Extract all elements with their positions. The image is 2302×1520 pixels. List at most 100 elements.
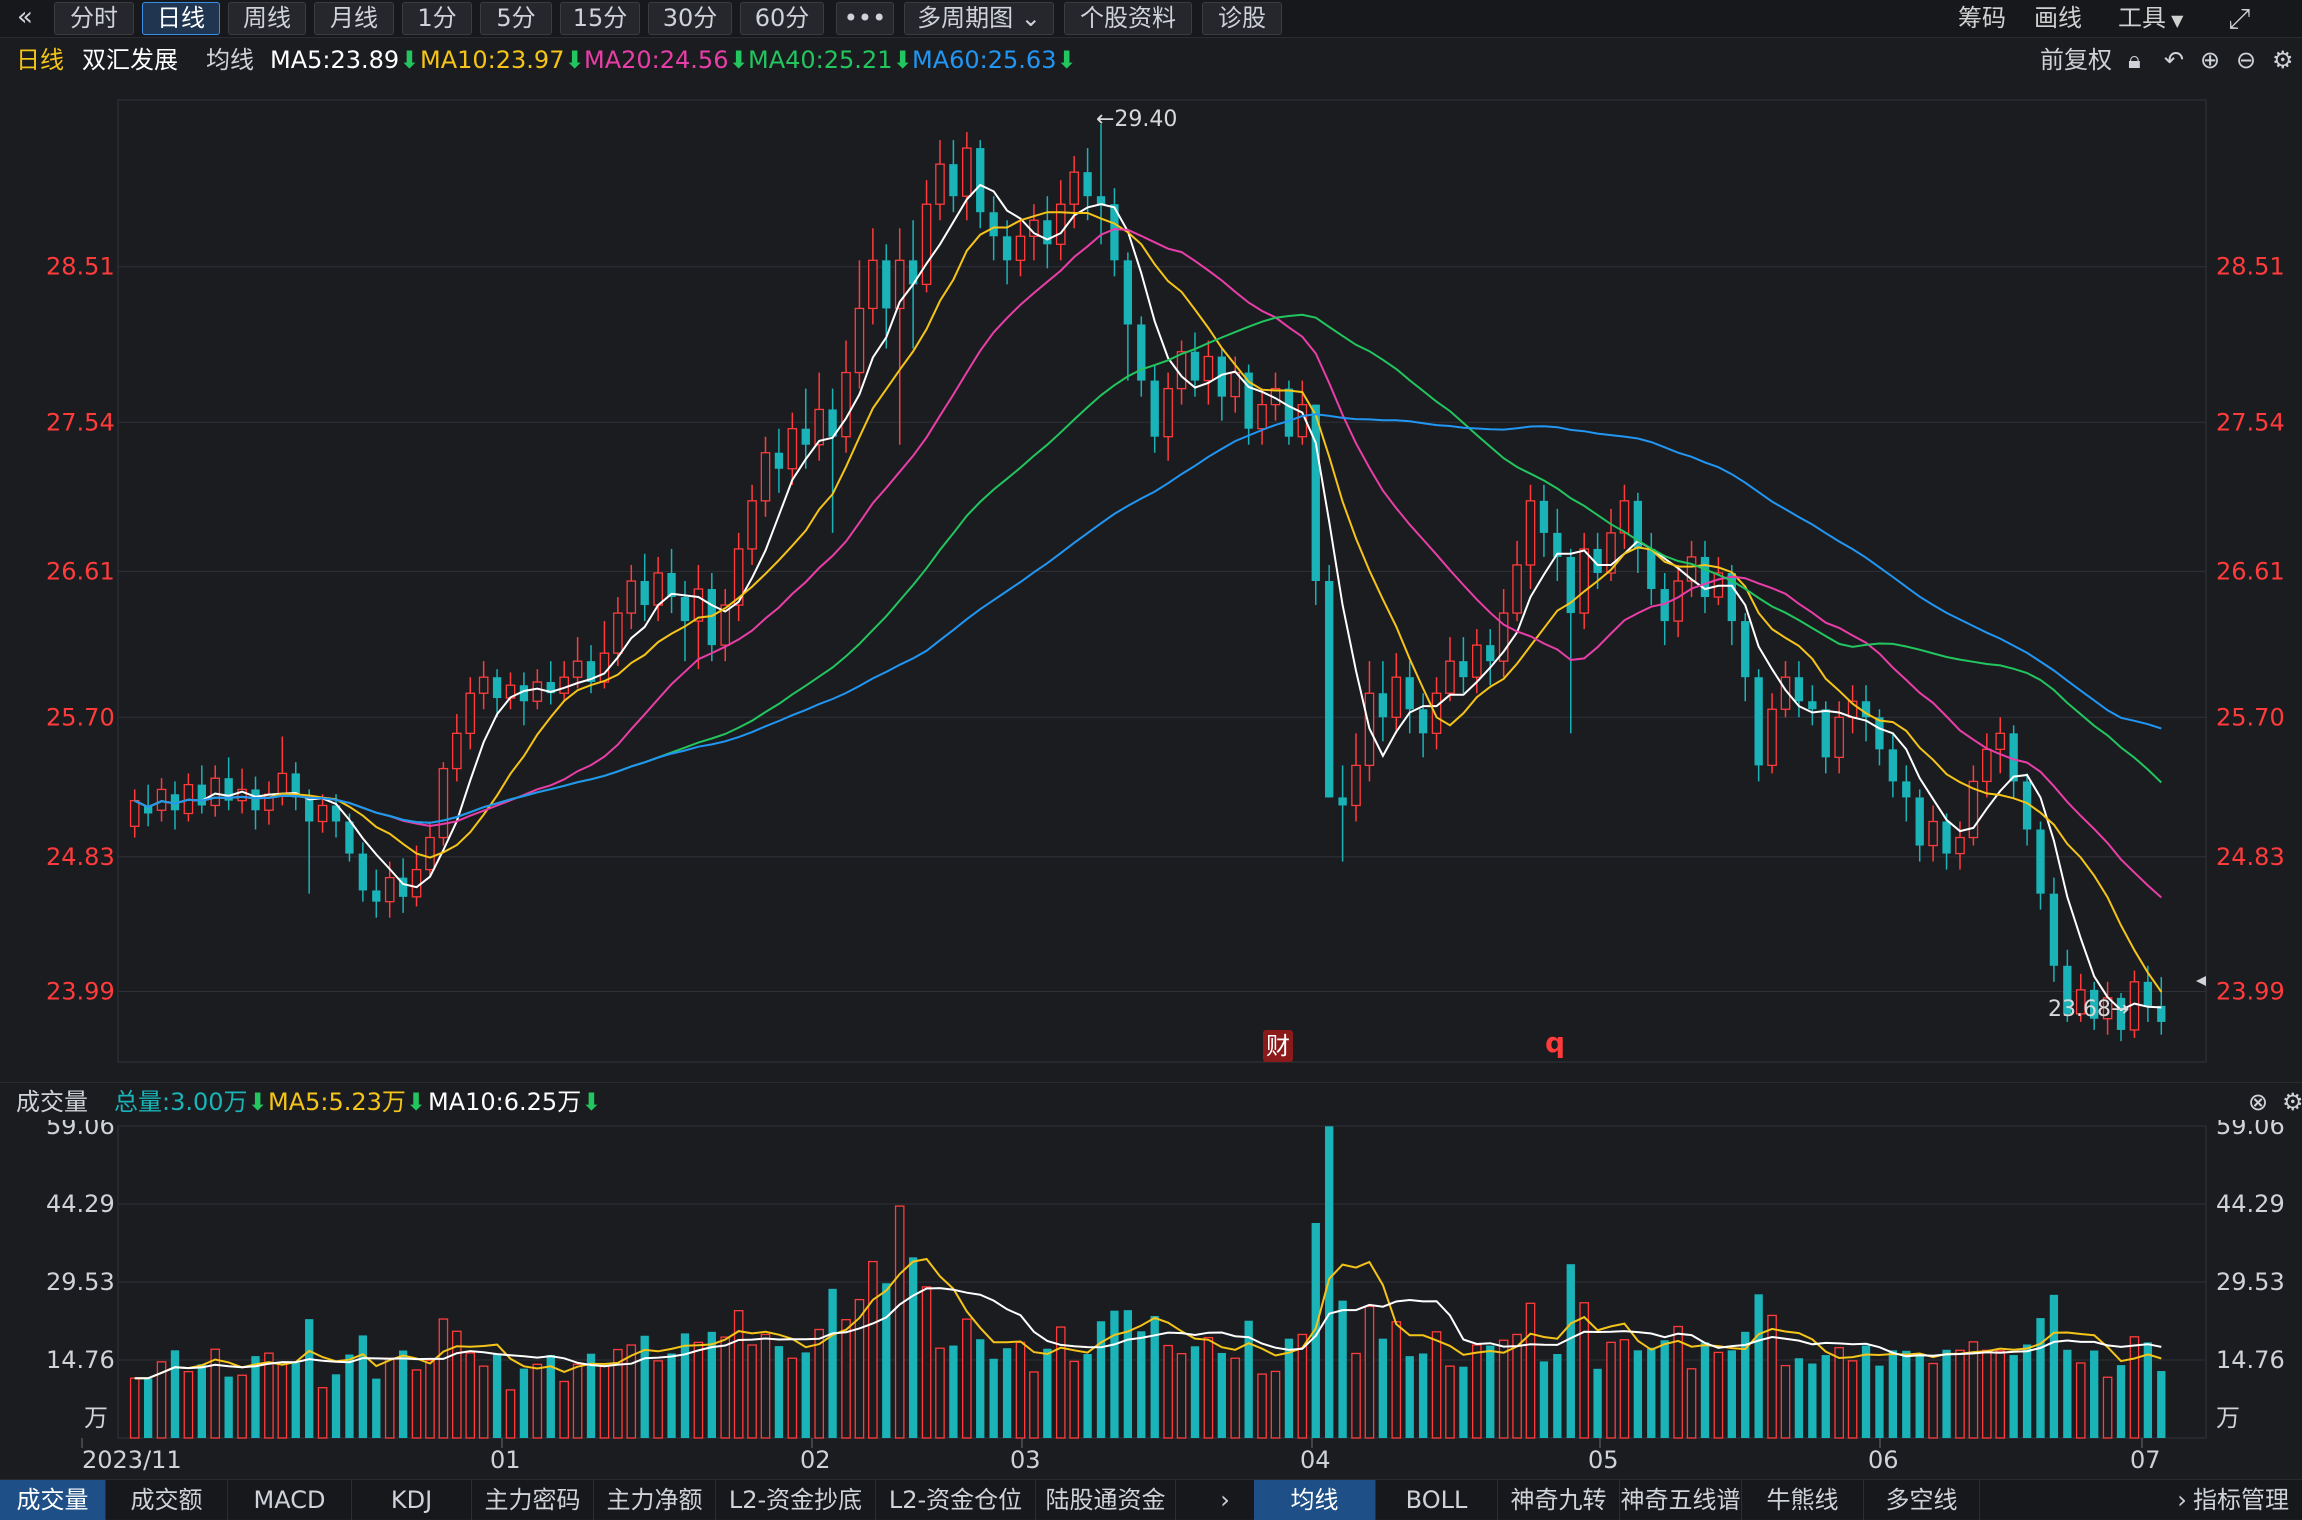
volume-bar — [1083, 1354, 1092, 1438]
volume-ma5: MA5:5.23万⬇ — [268, 1088, 427, 1116]
volume-bar — [492, 1353, 502, 1438]
indicator-tab[interactable]: L2-资金抄底 — [716, 1480, 876, 1520]
indicator-tab[interactable]: L2-资金仓位 — [876, 1480, 1036, 1520]
period-tab-15min[interactable]: 15分 — [560, 2, 640, 35]
price-axis-label-left: 25.70 — [46, 703, 115, 731]
indicator-tab[interactable]: 成交量 — [0, 1480, 106, 1520]
candle-body — [1955, 836, 1965, 855]
candle-body — [1606, 532, 1616, 574]
lock-icon[interactable]: 🔒︎ — [2128, 46, 2141, 74]
close-icon[interactable]: ⊗ — [2248, 1088, 2269, 1116]
overlay-tab[interactable]: 牛熊线 — [1742, 1480, 1864, 1520]
stock-info-button[interactable]: 个股资料 — [1064, 2, 1192, 35]
finance-badge[interactable]: 财 — [1266, 1032, 1290, 1060]
price-axis-label-right: 27.54 — [2216, 408, 2285, 436]
candle-body — [358, 853, 368, 891]
indicator-manage-button[interactable]: 指标管理 — [2193, 1486, 2289, 1514]
chevron-right-icon[interactable]: › — [2177, 1486, 2187, 1514]
indicator-tab[interactable]: MACD — [228, 1480, 352, 1520]
candle-body — [1794, 677, 1804, 702]
volume-title[interactable]: 成交量 — [16, 1088, 88, 1116]
indicator-tab[interactable]: 陆股通资金 — [1036, 1480, 1176, 1520]
candle-body — [1472, 644, 1482, 678]
fullscreen-icon[interactable]: ⤢ — [2228, 2, 2251, 35]
ma-title[interactable]: 均线 — [206, 46, 254, 74]
volume-bar — [425, 1359, 435, 1439]
volume-bar — [1284, 1338, 1294, 1438]
multi-period-dropdown[interactable]: 多周期图 ⌄ — [904, 2, 1054, 35]
volume-bar — [1311, 1222, 1320, 1438]
volume-bar — [156, 1361, 167, 1439]
indicator-tab[interactable]: 主力净额 — [594, 1480, 716, 1520]
candle-body — [1083, 172, 1092, 197]
candle-body — [156, 788, 167, 811]
indicator-tab[interactable]: 主力密码 — [472, 1480, 594, 1520]
indicator-tab[interactable]: 成交额 — [106, 1480, 228, 1520]
candle-body — [305, 797, 314, 822]
price-chart[interactable]: 28.51 28.51 27.54 27.54 26.61 26.61 25.70 25.70… — [0, 82, 2302, 1082]
adjust-mode[interactable]: 前复权 — [2040, 46, 2112, 74]
candle-body — [465, 692, 476, 734]
current-price-pointer-icon — [2196, 976, 2206, 986]
candle-body — [1834, 716, 1844, 759]
overlay-tab[interactable]: 多空线 — [1864, 1480, 1980, 1520]
double-chevron-left-icon[interactable]: « — [17, 2, 33, 32]
period-tab-monthly[interactable]: 月线 — [314, 2, 394, 35]
candle-body — [452, 732, 462, 770]
event-marker[interactable]: q — [1545, 1026, 1565, 1059]
chevron-right-icon[interactable]: › — [1220, 1486, 1230, 1514]
period-tab-1min[interactable]: 1分 — [402, 2, 472, 35]
diagnose-button[interactable]: 诊股 — [1202, 2, 1282, 35]
volume-chart[interactable]: 59.06 59.06 44.29 44.29 29.53 29.53 14.76 14.76… — [0, 1120, 2302, 1479]
candle-body — [1780, 676, 1791, 710]
stock-name[interactable]: 双汇发展 — [82, 46, 178, 74]
period-tab-30min[interactable]: 30分 — [648, 2, 732, 35]
volume-bar — [1069, 1360, 1079, 1439]
candle-body — [1431, 692, 1442, 734]
tools-label: 工具 — [2118, 4, 2166, 32]
volume-bar — [345, 1354, 354, 1438]
period-tab-60min[interactable]: 60分 — [740, 2, 824, 35]
period-tab-intraday[interactable]: 分时 — [54, 2, 134, 35]
candle-body — [801, 428, 810, 445]
finance-badge-bg[interactable] — [1263, 1030, 1293, 1062]
settings-icon[interactable]: ⚙ — [2272, 46, 2294, 74]
overlay-tab[interactable]: BOLL — [1376, 1480, 1498, 1520]
volume-bar — [398, 1350, 408, 1438]
more-icon[interactable]: ••• — [836, 2, 894, 35]
candle-body — [1244, 372, 1253, 429]
draw-button[interactable]: 画线 — [2034, 4, 2082, 32]
volume-bar — [546, 1355, 555, 1438]
candle-body — [921, 203, 932, 286]
zoom-in-icon[interactable]: ⊕ — [2200, 46, 2221, 74]
price-axis-label-left: 27.54 — [46, 408, 115, 436]
volume-bar — [733, 1310, 744, 1439]
period-tab-5min[interactable]: 5分 — [480, 2, 552, 35]
candle-body — [2063, 965, 2072, 1014]
overlay-tab[interactable]: 均线 — [1254, 1480, 1376, 1520]
candle-body — [2116, 997, 2126, 1030]
undo-icon[interactable]: ↶ — [2164, 46, 2185, 74]
indicator-tab[interactable]: KDJ — [352, 1480, 472, 1520]
tools-dropdown[interactable]: 工具 ▼ — [2118, 2, 2183, 35]
volume-bar — [908, 1257, 918, 1438]
period-tab-daily[interactable]: 日线 — [142, 2, 220, 35]
settings-icon[interactable]: ⚙ — [2282, 1088, 2302, 1116]
volume-bar — [747, 1344, 757, 1439]
ma60-line — [134, 413, 2162, 824]
ma60-legend: MA60:25.63⬇ — [912, 46, 1077, 74]
volume-bar — [1418, 1353, 1428, 1438]
overlay-tab[interactable]: 神奇五线谱 — [1620, 1480, 1742, 1520]
volume-bar — [935, 1347, 945, 1439]
candle-body — [384, 876, 395, 903]
overlay-tab[interactable]: 神奇九转 — [1498, 1480, 1620, 1520]
volume-bar — [1579, 1302, 1589, 1439]
chips-button[interactable]: 筹码 — [1958, 4, 2006, 32]
candle-body — [2036, 829, 2045, 894]
zoom-out-icon[interactable]: ⊖ — [2236, 46, 2257, 74]
period-tab-weekly[interactable]: 周线 — [228, 2, 306, 35]
volume-bar — [331, 1374, 341, 1438]
candle-body — [2157, 1005, 2166, 1022]
date-axis-label: 03 — [1010, 1446, 1041, 1474]
candle-body — [854, 307, 865, 374]
